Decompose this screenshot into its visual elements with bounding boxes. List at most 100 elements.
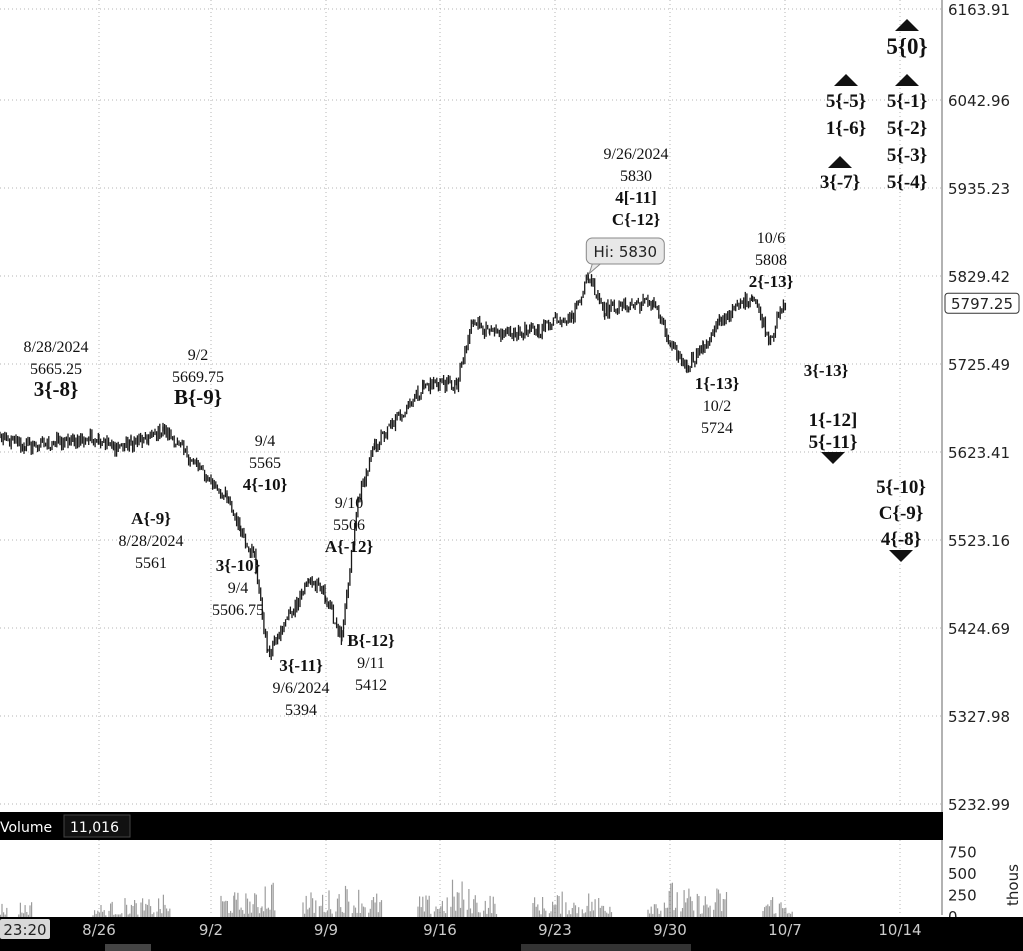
current-price-label: 5797.25 <box>951 295 1013 313</box>
price-tick-label-2: 5935.23 <box>948 180 1010 198</box>
annotation-line: 5669.75 <box>172 369 224 386</box>
projection-label: 5{-3} <box>887 145 927 166</box>
annotation-line: 2{-13} <box>749 272 794 291</box>
annotation-line: 1{-13} <box>695 374 740 393</box>
annotation-line: 5724 <box>701 420 733 437</box>
down-arrow-icon <box>821 452 845 464</box>
price-grid <box>0 0 943 915</box>
price-tick-label-7: 5424.69 <box>948 620 1010 638</box>
projection-label: C{-9} <box>879 503 924 524</box>
projection-1: 5{-1} 5{-2} 5{-3} 5{-4} <box>887 74 927 193</box>
projection-label: 5{-10} <box>876 477 926 498</box>
projection-label: 3{-7} <box>820 172 860 193</box>
annotation-line: 5412 <box>355 677 387 694</box>
projection-label: 5{-2} <box>887 118 927 139</box>
annotation-line: 5506 <box>333 517 365 534</box>
current-price-badge <box>944 292 1020 314</box>
volume-tick-label-2: 250 <box>948 886 977 904</box>
annotation-line: 4{-10} <box>243 475 288 494</box>
date-tick-label-6: 10/7 <box>768 921 802 939</box>
price-tick-label-5: 5623.41 <box>948 444 1010 462</box>
up-arrow-icon <box>828 156 852 168</box>
annotation-line: 5561 <box>135 555 167 572</box>
price-candles: Hi: 5830 <box>0 237 787 660</box>
projection-label: 5{0} <box>886 34 927 59</box>
annotation-line: 8/28/2024 <box>119 533 184 550</box>
current-time-badge <box>0 919 50 939</box>
price-tick-label-6: 5523.16 <box>948 532 1010 550</box>
date-tick-label-7: 10/14 <box>878 921 921 939</box>
up-arrow-icon <box>895 19 919 31</box>
annotation-line: 9/4 <box>255 433 275 450</box>
annotation-line: 9/6/2024 <box>273 680 330 697</box>
date-tick-label-4: 9/23 <box>538 921 572 939</box>
price-tick-label-3: 5829.42 <box>948 268 1010 286</box>
wave-annotation-9-4-3: 9/4 5565 4{-10} <box>243 433 288 494</box>
annotation-line: 5506.75 <box>212 602 264 619</box>
volume-value: 11,016 <box>70 820 119 836</box>
current-time-label: 23:20 <box>3 921 46 939</box>
annotation-line: 9/10 <box>335 495 363 512</box>
annotation-line: 9/4 <box>228 580 248 597</box>
projection-label: 5{-1} <box>887 91 927 112</box>
scrollbar-thumb[interactable] <box>105 944 151 951</box>
date-axis-bar <box>0 917 1023 951</box>
annotation-line: 4[-11] <box>615 188 657 207</box>
date-tick-label-1: 9/2 <box>199 921 223 939</box>
annotation-line: 9/11 <box>357 655 385 672</box>
volume-unit-label: thous <box>1004 864 1022 906</box>
projection-label: 5{-4} <box>887 172 927 193</box>
projection-3: 3{-7} <box>820 156 860 193</box>
annotation-line: 3{-8} <box>34 377 79 401</box>
wave-annotation-9-10-6: 9/10 5506 A{-12} <box>325 495 374 556</box>
annotation-line: 8/28/2024 <box>24 339 89 356</box>
date-tick-label-0: 8/26 <box>82 921 116 939</box>
price-tick-label-0: 6163.91 <box>948 1 1010 19</box>
hi-bubble-label: Hi: 5830 <box>594 243 657 261</box>
annotation-line: 5830 <box>620 168 652 185</box>
annotation-line: 5808 <box>755 252 787 269</box>
price-axis: 6163.91 6042.96 5935.23 5829.42 5725.49 5623.… <box>944 1 1020 814</box>
annotation-line: 9/26/2024 <box>604 146 669 163</box>
wave-annotation-9-26-8: 9/26/2024 5830 4[-11] C{-12} <box>604 146 669 229</box>
date-tick-label-3: 9/16 <box>423 921 457 939</box>
volume-tick-label-0: 750 <box>948 843 977 861</box>
date-axis: 23:20 8/26 9/2 9/9 9/16 9/23 9/30 10/7 10/14 <box>0 917 1023 951</box>
volume-value-box <box>63 814 131 838</box>
projection-label: 5{-5} <box>826 91 866 112</box>
wave-annotations: 8/28/2024 5665.253{-8} A{-9} 8/28/2024 5561 9… <box>24 146 849 719</box>
price-tick-label-8: 5327.98 <box>948 708 1010 726</box>
down-arrow-icon <box>889 550 913 562</box>
annotation-line: 3{-10} <box>216 556 261 575</box>
projection-2: 5{-5} 1{-6} <box>826 74 866 139</box>
volume-tick-label-1: 500 <box>948 865 977 883</box>
projection-label: 1{-6} <box>826 118 866 139</box>
annotation-line: 5394 <box>285 702 317 719</box>
annotation-line: 5665.25 <box>30 361 82 378</box>
price-tick-label-1: 6042.96 <box>948 92 1010 110</box>
annotation-line: 10/6 <box>757 230 785 247</box>
projection-label: 5{-11} <box>809 432 858 453</box>
annotation-line: B{-12} <box>347 631 395 650</box>
projection-0: 5{0} <box>886 19 928 59</box>
wave-annotation-10-2-9: 1{-13} 10/2 5724 <box>695 374 740 437</box>
projection-5: 5{-10} C{-9} 4{-8} <box>876 477 926 562</box>
annotation-line: C{-12} <box>612 210 661 229</box>
hi-bubble-pointer <box>588 263 602 276</box>
wave-annotation-10-6-10: 10/6 5808 2{-13} <box>749 230 794 291</box>
wave-annotation-9-2-2: 9/2 5669.75B{-9} <box>172 347 224 409</box>
up-arrow-icon <box>895 74 919 86</box>
scrollbar-track-segment[interactable] <box>521 944 691 951</box>
price-tick-label-9: 5232.99 <box>948 796 1010 814</box>
annotation-line: 3{-11} <box>279 656 323 675</box>
wave-annotation-8-28-0: 8/28/2024 5665.253{-8} <box>24 339 89 401</box>
date-tick-label-5: 9/30 <box>653 921 687 939</box>
volume-title: Volume <box>0 820 52 836</box>
wave-annotation-9-4-4: 3{-10} 9/4 5506.75 <box>212 556 264 619</box>
wave-projections: 5{0} 5{-1} 5{-2} 5{-3} 5{-4} 5{-5} 1{-6} 3{-7} 1… <box>809 19 928 562</box>
up-arrow-icon <box>834 74 858 86</box>
wave-annotation-9-11-7: B{-12} 9/11 5412 <box>347 631 395 694</box>
annotation-line: B{-9} <box>174 385 222 409</box>
